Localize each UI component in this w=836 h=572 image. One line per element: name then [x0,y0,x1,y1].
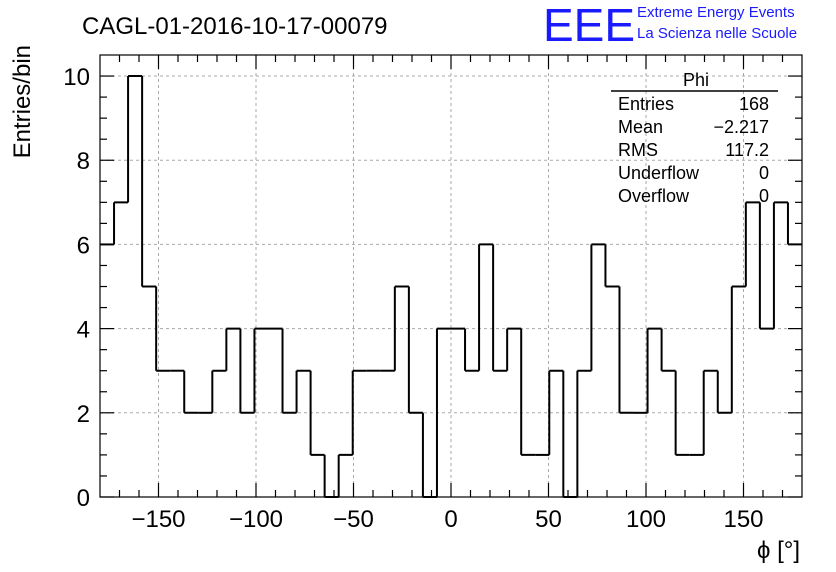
y-tick-label: 2 [77,401,90,428]
grid-lines [100,55,802,497]
histogram-bin [772,201,788,329]
histogram-bin [421,412,437,498]
histogram-bin [786,202,802,246]
histogram-bin [141,76,157,288]
histogram-bin [407,286,423,414]
histogram-bin [646,327,662,413]
stats-value: 0 [759,163,769,183]
stats-label: Mean [618,117,663,137]
chart-title: CAGL-01-2016-10-17-00079 [82,13,388,40]
histogram-bin [660,328,676,372]
stats-value: 117.2 [725,140,769,160]
stats-value: 168 [739,94,769,114]
logo-line-1: Extreme Energy Events [637,4,795,21]
histogram-bin [506,327,522,371]
x-tick-label: 50 [535,506,562,533]
stats-box: Phi Entries 168 Mean −2.217 RMS 117.2 Underflo… [611,70,778,206]
stats-label: Overflow [618,186,690,206]
eee-logo: EEE Extreme Energy Events La Scienza nel… [543,0,797,51]
histogram-bin [478,243,494,371]
axis-ticks [100,55,802,498]
stats-value: 0 [759,186,769,206]
histogram-bin [211,369,227,413]
histogram-bin [464,328,480,372]
x-tick-label: 100 [626,506,666,533]
histogram-bin [225,327,241,371]
histogram-bin [337,453,353,497]
histogram-bin [744,201,760,287]
y-tick-label: 10 [63,64,90,91]
x-axis-label: ϕ [°] [757,537,800,564]
y-tick-label: 6 [77,232,90,259]
histogram-bin [323,454,339,498]
stats-label: Entries [618,94,674,114]
stats-label: RMS [618,140,658,160]
histogram-bin [702,369,718,455]
histogram-series [100,75,802,498]
histogram-bin [576,369,592,497]
logo-line-2: La Scienza nelle Scuole [637,25,797,42]
histogram-bin [239,328,255,414]
histogram-bin [295,369,311,413]
x-tick-label: −100 [229,506,283,533]
x-tick-labels: −150 −100 −50 0 50 100 150 [131,506,763,533]
stats-title: Phi [683,70,709,90]
histogram-bin [492,244,508,372]
histogram-bin [520,328,536,456]
histogram-bin [604,244,620,288]
histogram-bin [309,370,325,456]
y-tick-label: 4 [77,317,90,344]
histogram-bin [393,285,409,371]
stats-value: −2.217 [713,117,769,137]
histogram-bin [716,370,732,414]
histogram-bin [253,327,269,413]
y-axis-label: Entries/bin [9,45,36,158]
x-tick-label: 150 [723,506,763,533]
histogram-bin [758,202,774,330]
logo-mark: EEE [543,0,635,51]
histogram-bin [674,370,690,456]
x-tick-label: −150 [131,506,185,533]
y-tick-label: 8 [77,148,90,175]
histogram-bin [730,285,746,413]
histogram-bin [155,286,171,372]
histogram-bin [548,369,564,455]
histogram-bin [281,328,297,414]
histogram-bin [562,370,578,498]
stats-label: Underflow [618,163,700,183]
y-tick-label: 0 [77,485,90,512]
histogram-bin [351,369,367,455]
histogram-bin [113,201,129,245]
x-tick-label: 0 [444,506,457,533]
histogram-bin [435,327,451,497]
histogram-bin [127,75,143,203]
histogram-bin [590,243,606,371]
x-tick-label: −50 [333,506,374,533]
histogram-bin [618,286,634,414]
y-tick-labels: 0 2 4 6 8 10 [63,64,90,512]
histogram-bin [183,370,199,414]
